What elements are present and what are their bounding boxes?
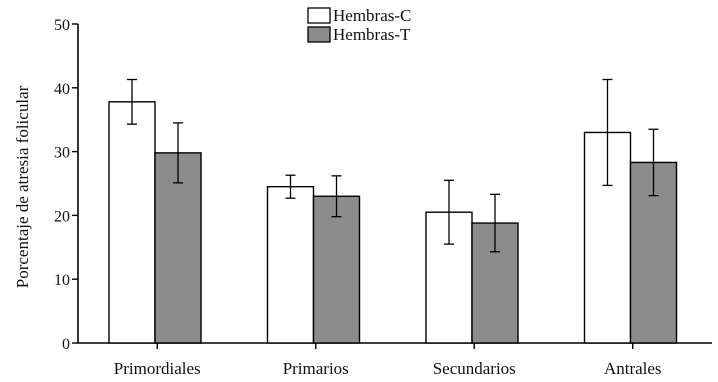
y-tick-label: 50: [54, 17, 70, 34]
bar: [312, 195, 361, 344]
category-label: Antrales: [604, 359, 662, 378]
axes: 0 10 20 30 40 50 Primordiales Primarios Secundar…: [54, 17, 712, 378]
y-tick-label: 40: [54, 81, 70, 98]
y-axis-title: Porcentaje de atresia folicular: [13, 85, 32, 288]
legend-swatch: [307, 26, 331, 43]
legend-label: Hembras-C: [333, 6, 411, 25]
category-label: Secundarios: [433, 359, 516, 378]
category-label: Primarios: [283, 359, 349, 378]
y-tick-label: 20: [54, 208, 70, 225]
bar: [108, 101, 156, 344]
legend-label: Hembras-T: [333, 25, 411, 44]
y-tick-label: 0: [62, 336, 70, 353]
y-tick-label: 30: [54, 145, 70, 162]
category-label: Primordiales: [114, 359, 201, 378]
bar: [154, 152, 202, 344]
bar: [266, 185, 315, 344]
legend-swatch: [307, 7, 331, 24]
bars: [108, 78, 678, 344]
y-tick-label: 10: [54, 272, 70, 289]
